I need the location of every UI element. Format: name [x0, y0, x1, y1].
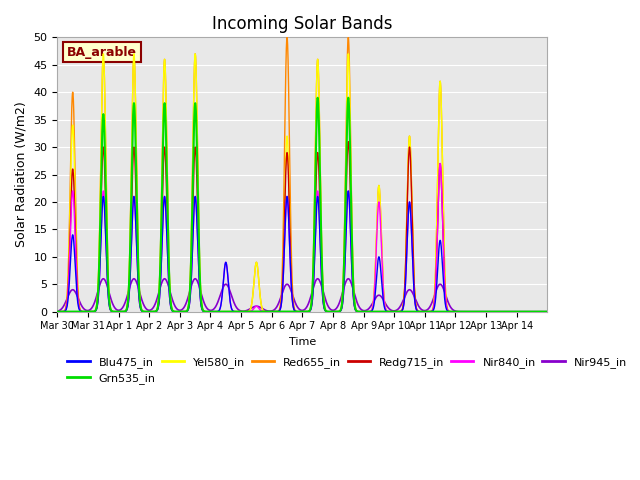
Text: BA_arable: BA_arable [67, 46, 137, 59]
Legend: Blu475_in, Grn535_in, Yel580_in, Red655_in, Redg715_in, Nir840_in, Nir945_in: Blu475_in, Grn535_in, Yel580_in, Red655_… [63, 352, 631, 388]
Title: Incoming Solar Bands: Incoming Solar Bands [212, 15, 392, 33]
X-axis label: Time: Time [289, 337, 316, 347]
Y-axis label: Solar Radiation (W/m2): Solar Radiation (W/m2) [15, 102, 28, 247]
